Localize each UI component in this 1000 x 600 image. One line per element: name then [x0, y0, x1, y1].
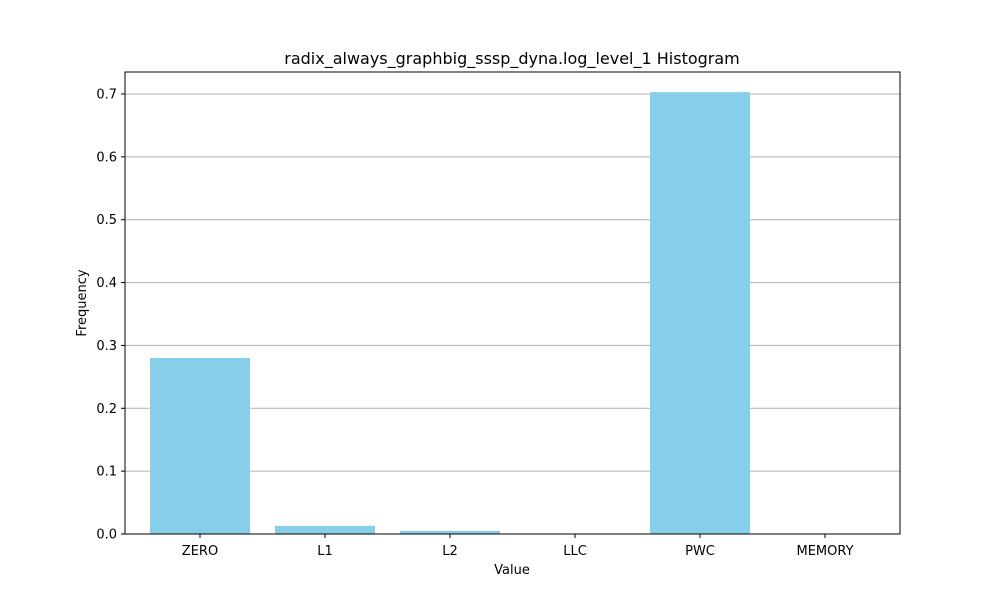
y-axis-ticks: 0.0 0.1 0.2 0.3 0.4 0.5 0.6 0.7 [96, 88, 125, 543]
bar-l2 [400, 530, 500, 534]
y-tick-label: 0.1 [96, 465, 117, 480]
x-tick-label: L1 [317, 544, 333, 559]
y-tick-label: 0.7 [96, 88, 117, 103]
plot-frame [124, 71, 901, 535]
y-tick-label: 0.5 [96, 213, 117, 228]
bar-zero [150, 358, 250, 534]
gridlines [125, 93, 900, 472]
y-tick-label: 0.6 [96, 150, 117, 165]
x-tick-label: LLC [563, 544, 587, 559]
y-tick-label: 0.0 [96, 528, 117, 543]
bar-pwc [650, 92, 750, 534]
x-axis-ticks: ZERO L1 L2 LLC PWC MEMORY [182, 534, 854, 559]
y-tick-label: 0.2 [96, 402, 117, 417]
x-axis-label: Value [494, 563, 530, 578]
y-tick-label: 0.4 [96, 276, 117, 291]
x-tick-label: MEMORY [796, 544, 853, 559]
bars [150, 92, 750, 534]
y-tick-label: 0.3 [96, 339, 117, 354]
x-tick-label: L2 [442, 544, 458, 559]
chart-title: radix_always_graphbig_sssp_dyna.log_leve… [284, 49, 740, 69]
x-tick-label: PWC [685, 544, 715, 559]
y-axis-label: Frequency [75, 269, 90, 336]
bar-l1 [275, 525, 375, 534]
x-tick-label: ZERO [182, 544, 218, 559]
